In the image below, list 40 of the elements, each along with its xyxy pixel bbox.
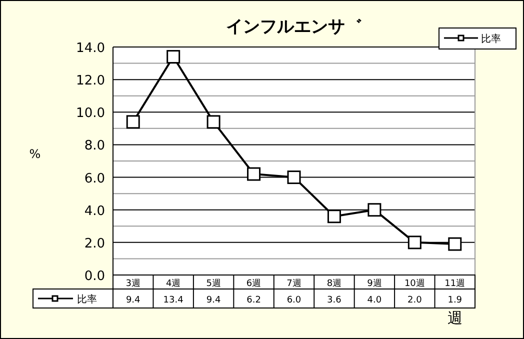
text: 比率 [77, 294, 97, 306]
data-label: 6.2 [246, 296, 261, 306]
x-tick-label: 4週 [166, 278, 181, 289]
point [408, 236, 422, 250]
point [126, 115, 140, 129]
y-tick-label: 8.0 [84, 138, 105, 154]
point [206, 115, 220, 129]
x-axis-title: 週 [448, 309, 462, 327]
x-tick-label: 9週 [367, 278, 382, 289]
y-tick-label: 0.0 [84, 269, 105, 284]
y-tick-label: 4.0 [84, 204, 105, 219]
point [368, 203, 382, 217]
y-tick-label: 12.0 [76, 74, 105, 89]
x-tick-label: 6週 [246, 278, 262, 289]
point [327, 210, 341, 224]
data-label: 9.4 [206, 296, 221, 306]
data-label: 2.0 [408, 296, 422, 306]
point [166, 50, 180, 64]
x-tick-label: 11週 [444, 278, 466, 289]
point [448, 237, 462, 251]
y-tick-label: 14.0 [76, 41, 105, 56]
chart-title: インフルエンサ゛ [226, 17, 362, 37]
x-tick-label: 3週 [126, 278, 140, 289]
data-label: 3.6 [327, 296, 342, 306]
x-tick-label: 5週 [206, 278, 221, 289]
point [247, 167, 261, 181]
data-label: 13.4 [163, 296, 184, 306]
legend-label: 比率 [481, 33, 501, 45]
point [287, 170, 301, 184]
data-label: 6.0 [286, 296, 302, 306]
x-tick-label: 10週 [404, 278, 425, 289]
x-tick-label: 8週 [326, 278, 342, 289]
y-tick-label: 2.0 [84, 236, 105, 252]
y-axis-title: % [29, 147, 41, 161]
x-tick-label: 7週 [286, 278, 302, 289]
y-tick-label: 10.0 [76, 106, 105, 122]
data-label: 4.0 [367, 296, 382, 306]
y-tick-label: 6.0 [84, 171, 105, 186]
data-label: 9.4 [126, 296, 141, 306]
data-label: 1.9 [448, 296, 462, 306]
